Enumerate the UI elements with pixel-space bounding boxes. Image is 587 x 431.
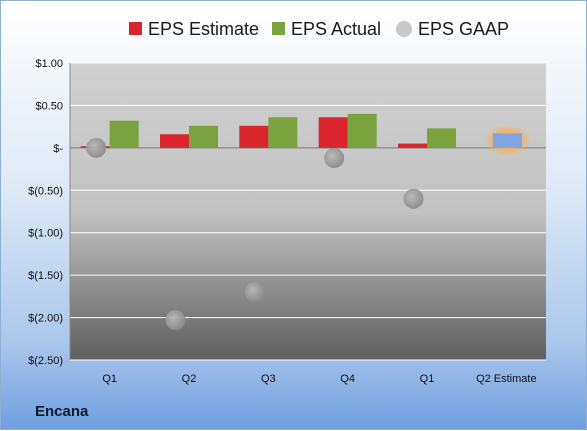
bar-eps-actual xyxy=(109,120,139,148)
y-tick-label: $(1.00) xyxy=(28,228,63,240)
legend-swatch xyxy=(396,21,412,37)
legend: EPS Estimate EPS Actual EPS GAAP xyxy=(129,19,509,39)
legend-swatch xyxy=(129,22,142,35)
x-tick-label: Q1 xyxy=(420,373,435,385)
legend-label: EPS Actual xyxy=(291,19,381,39)
point-eps-gaap xyxy=(165,310,186,331)
y-tick-label: $(1.50) xyxy=(28,270,63,282)
y-tick-label: $(2.00) xyxy=(28,313,63,325)
y-tick-label: $- xyxy=(53,143,63,155)
bar-eps-estimate xyxy=(160,134,189,148)
x-tick-label: Q2 xyxy=(182,373,197,385)
bar-eps-actual xyxy=(268,117,298,148)
bar-eps-estimate xyxy=(318,117,348,148)
y-tick-label: $1.00 xyxy=(35,58,63,70)
gridlines xyxy=(70,62,546,361)
point-eps-gaap xyxy=(324,148,345,169)
y-tick-label: $(0.50) xyxy=(28,185,63,197)
bar-eps-estimate xyxy=(398,143,427,148)
x-axis: Q1 Q2 Q3 Q4 Q1 Q2 Estimate xyxy=(102,373,536,385)
legend-label: EPS GAAP xyxy=(418,19,509,39)
bar-eps-actual xyxy=(427,128,456,148)
bar-eps-actual xyxy=(347,113,377,148)
x-tick-label: Q4 xyxy=(340,373,355,385)
point-eps-gaap xyxy=(86,137,107,158)
point-eps-gaap xyxy=(403,188,424,209)
company-name: Encana xyxy=(35,403,89,420)
estimate-bar xyxy=(492,133,522,148)
legend-swatch xyxy=(272,22,285,35)
point-eps-gaap xyxy=(244,282,265,303)
bar-eps-actual xyxy=(189,125,218,148)
x-tick-label: Q3 xyxy=(261,373,276,385)
x-tick-label: Q1 xyxy=(102,373,117,385)
bar-eps-estimate xyxy=(239,125,269,148)
y-tick-label: $0.50 xyxy=(35,100,63,112)
y-axis: $1.00 $0.50 $- $(0.50) $(1.00) $(1.50) $(2.00)… xyxy=(28,58,71,367)
plot-area xyxy=(70,63,546,360)
legend-label: EPS Estimate xyxy=(148,19,259,39)
x-tick-label: Q2 Estimate xyxy=(476,373,537,385)
y-tick-label: $(2.50) xyxy=(28,355,63,367)
chart-marks xyxy=(80,113,531,331)
